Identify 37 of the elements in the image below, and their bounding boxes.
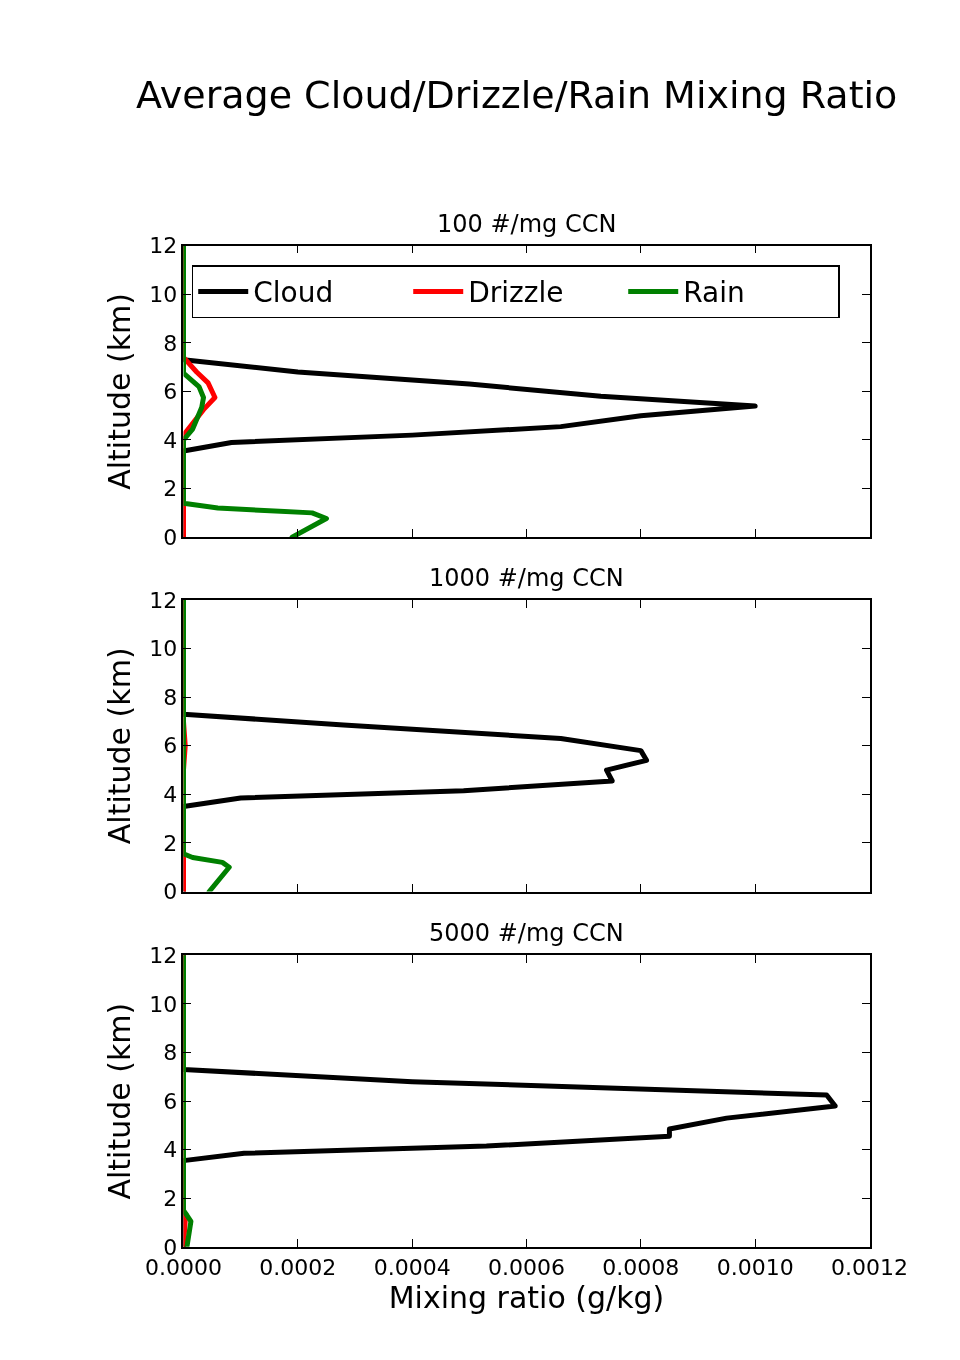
y-tick-label: 2 <box>163 476 178 502</box>
y-tick-label: 6 <box>163 733 178 759</box>
y-tick-label: 8 <box>163 1040 178 1066</box>
y-tick-label: 10 <box>149 636 178 662</box>
legend-label: Rain <box>683 276 745 310</box>
y-tick-label: 6 <box>163 379 178 405</box>
chart-title: Average Cloud/Drizzle/Rain Mixing Ratio <box>136 73 898 117</box>
x-tick-label: 0.0002 <box>259 1255 337 1281</box>
y-axis-title: Altitude (km) <box>101 647 137 845</box>
x-tick-label: 0.0012 <box>831 1255 908 1281</box>
legend-label: Cloud <box>253 276 334 310</box>
y-tick-label: 6 <box>163 1088 178 1114</box>
y-tick-label: 12 <box>149 587 178 613</box>
legend-label: Drizzle <box>468 276 564 310</box>
y-tick-label: 12 <box>149 943 178 969</box>
chart-subtitle: 1000 #/mg CCN <box>429 564 624 592</box>
y-axis-title: Altitude (km) <box>101 1002 137 1200</box>
chart-subtitle: 5000 #/mg CCN <box>429 919 624 947</box>
y-tick-label: 10 <box>149 281 178 307</box>
y-axis-title: Altitude (km) <box>101 293 137 490</box>
x-tick-label: 0.0004 <box>373 1255 451 1281</box>
x-tick-label: 0.0010 <box>716 1255 794 1281</box>
y-tick-label: 4 <box>163 782 178 808</box>
x-tick-label: 0.0006 <box>488 1255 565 1281</box>
chart-subtitle: 100 #/mg CCN <box>437 210 617 238</box>
y-tick-label: 10 <box>149 991 178 1017</box>
y-tick-label: 0 <box>163 524 178 550</box>
x-axis-title: Mixing ratio (g/kg) <box>388 1280 665 1316</box>
y-tick-label: 8 <box>163 330 178 356</box>
y-tick-label: 0 <box>163 879 178 905</box>
y-tick-label: 8 <box>163 684 178 710</box>
y-tick-label: 2 <box>163 1185 178 1211</box>
y-tick-label: 12 <box>149 233 178 259</box>
x-tick-label: 0.0008 <box>602 1255 680 1281</box>
y-tick-label: 4 <box>163 1137 178 1163</box>
y-tick-label: 4 <box>163 427 178 453</box>
y-tick-label: 2 <box>163 830 178 856</box>
